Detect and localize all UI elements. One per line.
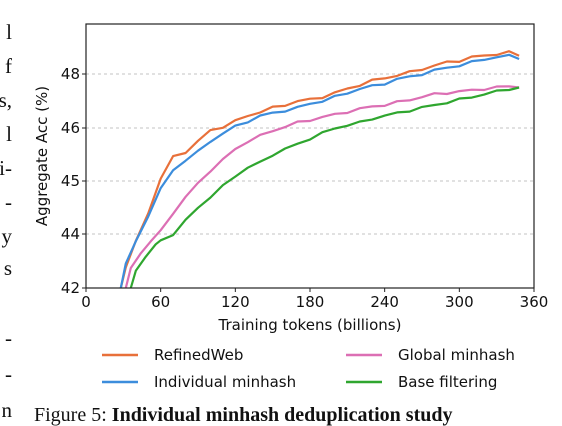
clipped-text-line: n — [1, 398, 13, 422]
x-tick-label: 120 — [221, 293, 250, 311]
clipped-text-line: l — [6, 122, 12, 146]
clipped-text-line: s — [3, 256, 12, 280]
series-line-refinedweb — [119, 50, 520, 289]
clipped-body-text: l f s, l i- - y s - - n — [0, 0, 14, 426]
x-tick-label: 240 — [370, 293, 399, 311]
clipped-text-line: y — [1, 224, 13, 248]
y-axis-ticks: 42 44 45 46 48 — [61, 65, 86, 297]
legend-label: RefinedWeb — [154, 346, 243, 364]
y-tick-label: 45 — [61, 172, 80, 190]
series-lines — [119, 50, 520, 289]
x-tick-label: 360 — [520, 293, 549, 311]
clipped-text-line: l — [6, 20, 12, 44]
clipped-text-line: - — [5, 362, 12, 386]
series-line-individual-minhash — [119, 53, 520, 289]
x-axis-ticks: 0 60 120 180 240 300 360 — [81, 288, 548, 311]
y-tick-label: 44 — [61, 225, 80, 243]
y-tick-label: 42 — [61, 279, 80, 297]
series-line-base-filtering — [129, 86, 520, 289]
grid-lines — [86, 73, 534, 235]
x-tick-label: 180 — [296, 293, 325, 311]
x-tick-label: 0 — [81, 293, 91, 311]
series-line-global-minhash — [124, 85, 520, 289]
caption-title: Individual minhash deduplication study — [111, 404, 453, 426]
legend-label: Base filtering — [398, 373, 497, 391]
clipped-text-line: - — [5, 190, 12, 214]
y-axis-label: Aggregate Acc (%) — [33, 86, 51, 226]
y-tick-label: 48 — [61, 65, 80, 83]
line-chart: 0 60 120 180 240 300 360 42 44 45 46 48 Training t… — [33, 23, 548, 391]
legend: RefinedWeb Individual minhash Global minha… — [102, 346, 515, 391]
figure-caption: Figure 5: Individual minhash deduplicati… — [34, 404, 562, 426]
clipped-text-line: i- — [0, 156, 12, 180]
caption-prefix: Figure 5: — [34, 404, 112, 426]
x-tick-label: 60 — [151, 293, 170, 311]
clipped-text-line: - — [5, 326, 12, 350]
x-axis-label: Training tokens (billions) — [218, 316, 402, 334]
x-tick-label: 300 — [445, 293, 474, 311]
clipped-text-line: f — [5, 54, 12, 78]
legend-label: Global minhash — [398, 346, 515, 364]
legend-label: Individual minhash — [154, 373, 296, 391]
y-tick-label: 46 — [61, 119, 80, 137]
clipped-text-line: s, — [0, 88, 12, 112]
